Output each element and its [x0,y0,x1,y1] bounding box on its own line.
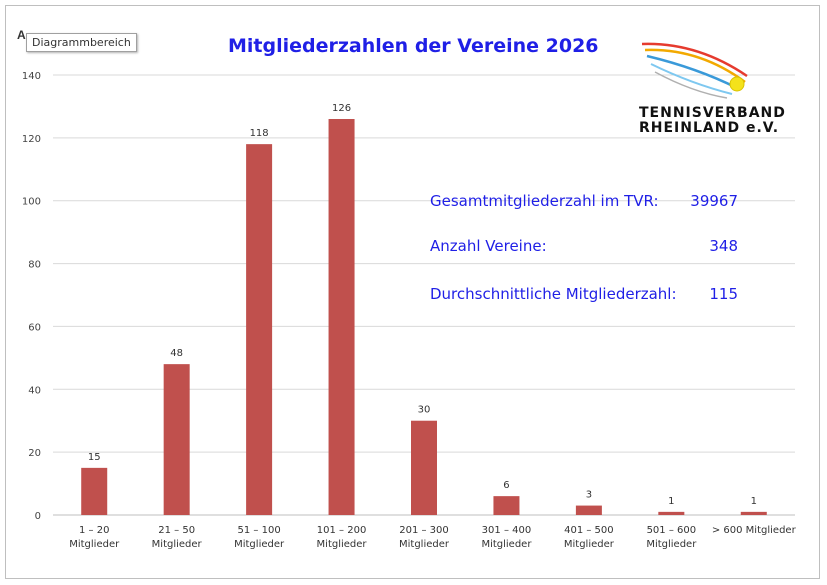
logo-line-2: RHEINLAND e.V. [639,120,780,136]
x-tick-label: 21 – 50 [158,525,195,536]
bar [246,144,273,515]
y-axis: 0 20 40 60 80 100 120 140 [22,71,41,522]
bar [163,364,190,515]
x-tick-label: 501 – 600 [647,525,697,536]
bar [81,467,108,515]
data-label: 30 [418,405,431,416]
logo-line-1: TENNISVERBAND [639,105,786,121]
x-tick-label: Mitglieder [646,539,697,550]
x-tick-label: 101 – 200 [317,525,367,536]
corner-letter: A [17,28,26,42]
bars [81,119,767,515]
bar [328,119,355,515]
y-tick-label: 60 [28,322,41,333]
data-label: 15 [88,452,101,463]
bar [740,511,767,515]
bar [493,496,520,515]
data-label: 3 [586,490,592,501]
y-tick-label: 20 [28,448,41,459]
x-tick-label: > 600 Mitglieder [712,525,797,536]
x-tick-label: 1 – 20 [79,525,109,536]
bar [658,511,685,515]
y-tick-label: 80 [28,260,41,271]
stat-value-total: 39967 [690,192,738,210]
y-tick-label: 40 [28,385,41,396]
x-tick-label: Mitglieder [399,539,450,550]
tennis-ball-swoosh-icon [641,42,748,99]
x-tick-label: 201 – 300 [399,525,449,536]
data-label: 6 [503,480,509,491]
data-label: 1 [751,496,757,507]
x-tick-label: Mitglieder [564,539,615,550]
chart-title: Mitgliederzahlen der Vereine 2026 [228,35,599,57]
stat-label-average: Durchschnittliche Mitgliederzahl: [430,285,677,303]
x-tick-label: Mitglieder [69,539,120,550]
bar [411,420,437,515]
y-tick-label: 140 [22,71,41,82]
x-axis: 1 – 20 Mitglieder 21 – 50 Mitglieder 51 – 10… [69,525,796,550]
y-tick-label: 120 [22,134,41,145]
stat-label-clubs: Anzahl Vereine: [430,237,547,255]
data-label: 1 [668,496,674,507]
bar [575,505,602,515]
y-tick-label: 100 [22,197,41,208]
data-label: 118 [250,128,269,139]
stat-label-total: Gesamtmitgliederzahl im TVR: [430,192,659,210]
x-tick-label: 51 – 100 [238,525,281,536]
x-tick-label: Mitglieder [234,539,285,550]
data-label: 126 [332,103,351,114]
stat-value-average: 115 [709,285,738,303]
x-tick-label: Mitglieder [317,539,368,550]
tennisverband-logo: TENNISVERBAND RHEINLAND e.V. [637,38,785,138]
chart-area-tooltip: Diagrammbereich [26,33,137,52]
y-tick-label: 0 [35,511,41,522]
stat-value-clubs: 348 [709,237,738,255]
x-tick-label: Mitglieder [152,539,203,550]
x-tick-label: 301 – 400 [482,525,532,536]
x-tick-label: Mitglieder [481,539,532,550]
data-label: 48 [170,348,183,359]
x-tick-label: 401 – 500 [564,525,614,536]
data-labels: 15 48 118 126 30 6 3 1 1 [88,103,757,507]
